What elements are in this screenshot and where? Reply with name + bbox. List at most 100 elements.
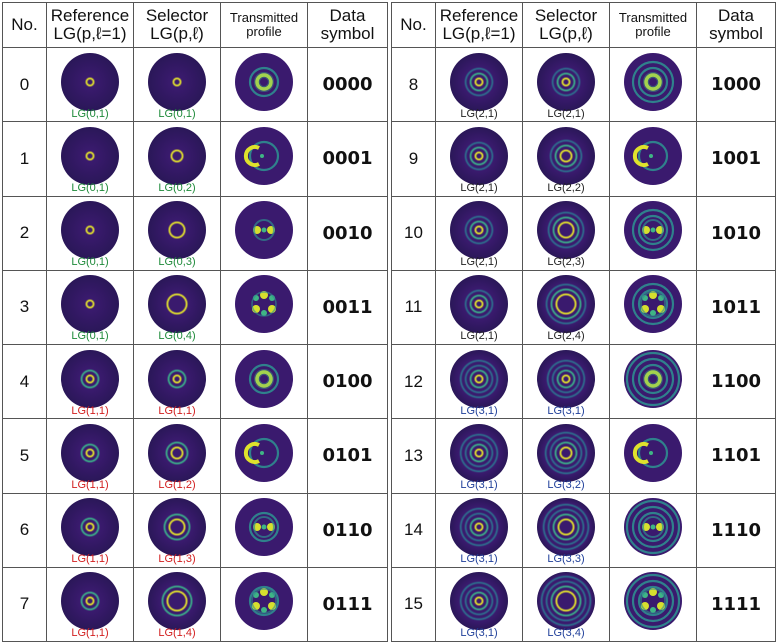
- reference-cell: LG(1,1): [46, 566, 134, 643]
- transmitted-beam-image: [235, 52, 293, 111]
- reference-beam-image: [61, 423, 119, 482]
- selector-label: LG(3,1): [547, 404, 585, 417]
- reference-beam-image: [450, 52, 508, 111]
- selector-beam-image: [148, 498, 206, 557]
- transmitted-beam-image: [235, 349, 293, 408]
- reference-label: LG(0,1): [71, 330, 109, 343]
- selector-cell: LG(3,2): [522, 418, 610, 494]
- selector-beam-image: [537, 126, 595, 185]
- table-row: 9 LG(2,1) LG(2,2) 1001: [391, 121, 776, 197]
- selector-beam-image: [537, 275, 595, 334]
- reference-beam-image: [450, 498, 508, 557]
- transmitted-cell: [609, 195, 697, 271]
- transmitted-beam-image: [624, 201, 682, 260]
- row-number: 3: [2, 269, 47, 346]
- row-number: 9: [391, 121, 436, 197]
- transmitted-cell: [609, 566, 697, 643]
- reference-beam-image: [450, 201, 508, 260]
- header-symbol: Data symbol: [696, 2, 776, 48]
- row-number: 1: [2, 121, 47, 197]
- transmitted-beam-image: [624, 52, 682, 111]
- selector-cell: LG(3,3): [522, 492, 610, 568]
- selector-label: LG(1,3): [158, 553, 196, 566]
- header-selector: Selector LG(p,ℓ): [133, 2, 221, 48]
- reference-label: LG(1,1): [71, 404, 109, 417]
- transmitted-beam-image: [624, 275, 682, 334]
- row-number: 8: [391, 46, 436, 123]
- reference-beam-image: [61, 498, 119, 557]
- transmitted-beam-image: [235, 423, 293, 482]
- selector-beam-image: [148, 201, 206, 260]
- header-transmitted: Transmitted profile: [609, 2, 697, 48]
- transmitted-cell: [220, 269, 308, 346]
- transmitted-cell: [220, 343, 308, 420]
- table-row: 11 LG(2,1) LG(2,4) 1011: [391, 269, 776, 346]
- selector-beam-image: [537, 349, 595, 408]
- selector-beam-image: [148, 52, 206, 111]
- data-symbol: 0110: [307, 492, 388, 568]
- reference-label: LG(2,1): [460, 330, 498, 343]
- data-symbol: 1111: [696, 566, 776, 643]
- selector-beam-image: [537, 52, 595, 111]
- header-symbol: Data symbol: [307, 2, 388, 48]
- data-symbol: 1000: [696, 46, 776, 123]
- reference-beam-image: [61, 275, 119, 334]
- reference-label: LG(2,1): [460, 181, 498, 194]
- reference-label: LG(1,1): [71, 478, 109, 491]
- selector-label: LG(0,2): [158, 181, 196, 194]
- header-row: No. Reference LG(p,ℓ=1) Selector LG(p,ℓ) T…: [391, 2, 776, 48]
- header-row: No. Reference LG(p,ℓ=1) Selector LG(p,ℓ) T…: [2, 2, 388, 48]
- reference-cell: LG(0,1): [46, 121, 134, 197]
- selector-label: LG(2,2): [547, 181, 585, 194]
- table-row: 6 LG(1,1) LG(1,3) 0110: [2, 492, 388, 568]
- selector-cell: LG(1,1): [133, 343, 221, 420]
- row-number: 11: [391, 269, 436, 346]
- transmitted-cell: [609, 121, 697, 197]
- table-row: 1 LG(0,1) LG(0,2) 0001: [2, 121, 388, 197]
- header-reference: Reference LG(p,ℓ=1): [46, 2, 134, 48]
- table-row: 7 LG(1,1) LG(1,4) 0111: [2, 566, 388, 643]
- selector-label: LG(0,4): [158, 330, 196, 343]
- reference-beam-image: [61, 349, 119, 408]
- transmitted-beam-image: [235, 201, 293, 260]
- row-number: 7: [2, 566, 47, 643]
- reference-beam-image: [450, 349, 508, 408]
- selector-cell: LG(0,2): [133, 121, 221, 197]
- reference-label: LG(0,1): [71, 107, 109, 120]
- row-number: 0: [2, 46, 47, 123]
- selector-cell: LG(2,3): [522, 195, 610, 271]
- reference-label: LG(3,1): [460, 627, 498, 640]
- table-row: 4 LG(1,1) LG(1,1) 0100: [2, 343, 388, 420]
- reference-cell: LG(0,1): [46, 46, 134, 123]
- reference-cell: LG(2,1): [435, 46, 523, 123]
- transmitted-beam-image: [235, 275, 293, 334]
- selector-label: LG(0,1): [158, 107, 196, 120]
- left-panel-table: No. Reference LG(p,ℓ=1) Selector LG(p,ℓ) T…: [2, 2, 388, 643]
- reference-cell: LG(2,1): [435, 195, 523, 271]
- reference-beam-image: [450, 126, 508, 185]
- transmitted-cell: [609, 269, 697, 346]
- transmitted-beam-image: [235, 498, 293, 557]
- data-symbol: 0001: [307, 121, 388, 197]
- selector-beam-image: [148, 275, 206, 334]
- table-row: 13 LG(3,1) LG(3,2) 1101: [391, 418, 776, 494]
- data-symbol: 0101: [307, 418, 388, 494]
- reference-cell: LG(0,1): [46, 195, 134, 271]
- reference-beam-image: [61, 201, 119, 260]
- row-number: 5: [2, 418, 47, 494]
- data-symbol: 0100: [307, 343, 388, 420]
- table-row: 12 LG(3,1) LG(3,1) 1100: [391, 343, 776, 420]
- transmitted-beam-image: [624, 126, 682, 185]
- data-symbol: 1110: [696, 492, 776, 568]
- data-symbol: 0000: [307, 46, 388, 123]
- selector-label: LG(2,4): [547, 330, 585, 343]
- reference-label: LG(1,1): [71, 553, 109, 566]
- selector-cell: LG(0,3): [133, 195, 221, 271]
- header-selector: Selector LG(p,ℓ): [522, 2, 610, 48]
- row-number: 12: [391, 343, 436, 420]
- selector-cell: LG(1,3): [133, 492, 221, 568]
- data-symbol: 0111: [307, 566, 388, 643]
- transmitted-beam-image: [624, 423, 682, 482]
- selector-beam-image: [148, 349, 206, 408]
- reference-beam-image: [61, 52, 119, 111]
